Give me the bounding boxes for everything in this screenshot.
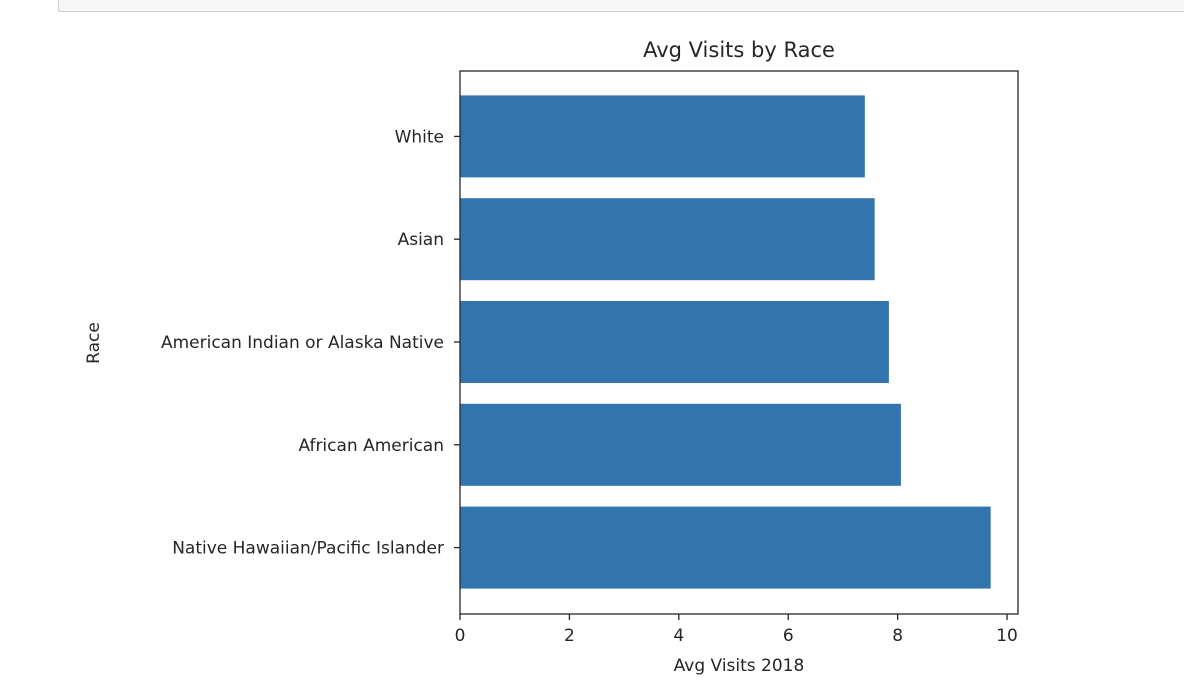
y-tick-label: Native Hawaiian/Pacific Islander bbox=[172, 539, 444, 559]
notebook-cell-border bbox=[58, 0, 1184, 12]
x-tick-label: 0 bbox=[455, 626, 466, 646]
x-ticks-group: 0 2 4 6 8 10 bbox=[455, 614, 1018, 646]
bar-african-american bbox=[460, 403, 901, 486]
y-tick-label: African American bbox=[298, 436, 444, 456]
x-tick-label: 8 bbox=[892, 626, 903, 646]
y-axis-label: Race bbox=[84, 322, 104, 364]
chart-title: Avg Visits by Race bbox=[643, 38, 835, 62]
y-tick-label: Asian bbox=[398, 230, 444, 250]
bar-asian bbox=[460, 198, 875, 281]
y-tick-label: American Indian or Alaska Native bbox=[161, 333, 444, 353]
bars-group bbox=[460, 95, 991, 589]
y-ticks-group: White Asian American Indian or Alaska Nati… bbox=[161, 127, 460, 559]
bar-white bbox=[460, 95, 865, 178]
x-tick-label: 4 bbox=[673, 626, 684, 646]
bar-native-hawaiian-pacific-islander bbox=[460, 506, 991, 589]
bar-american-indian-or-alaska-native bbox=[460, 301, 889, 383]
x-tick-label: 2 bbox=[564, 626, 575, 646]
x-tick-label: 6 bbox=[783, 626, 794, 646]
x-tick-label: 10 bbox=[996, 626, 1018, 646]
x-axis-label: Avg Visits 2018 bbox=[674, 656, 805, 676]
y-tick-label: White bbox=[395, 127, 444, 147]
